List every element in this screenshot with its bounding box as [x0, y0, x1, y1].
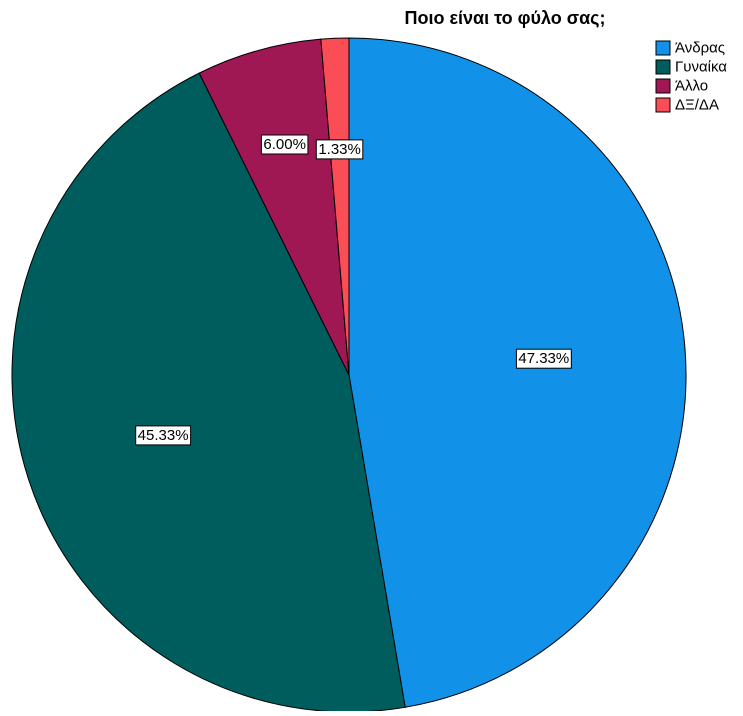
legend-item-2: Γυναίκα — [655, 59, 727, 76]
pie-data-labels: 47.33% 45.33% 6.00% 1.33% — [135, 134, 572, 446]
legend-item-3: Άλλο — [655, 78, 708, 95]
pie-slice-1 — [348, 37, 687, 708]
pie-slice-2 — [11, 72, 406, 713]
pie-slices — [11, 37, 687, 713]
legend-label: Γυναίκα — [675, 59, 727, 76]
pie-slice-3 — [198, 38, 350, 376]
legend-item-4: ΔΞ/ΔΑ — [655, 97, 719, 114]
data-label-text: 47.33% — [518, 350, 569, 367]
data-label-text: 6.00% — [263, 136, 306, 153]
data-label-text: 45.33% — [138, 427, 189, 444]
legend-label: ΔΞ/ΔΑ — [675, 97, 719, 114]
data-label-3: 6.00% — [260, 134, 309, 155]
data-label-box — [315, 139, 364, 160]
data-label-text: 1.33% — [318, 141, 361, 158]
data-label-box — [135, 425, 192, 446]
data-label-2: 45.33% — [135, 425, 192, 446]
pie-slice-4 — [320, 37, 350, 376]
data-label-1: 47.33% — [515, 348, 572, 369]
legend-label: Άνδρας — [675, 40, 725, 57]
chart-title: Ποιο είναι το φύλο σας; — [404, 8, 605, 28]
legend: Άνδρας Γυναίκα Άλλο ΔΞ/ΔΑ — [655, 40, 727, 114]
legend-swatch — [655, 59, 671, 75]
legend-swatch — [655, 78, 671, 94]
legend-item-1: Άνδρας — [655, 40, 725, 57]
legend-swatch — [655, 97, 671, 113]
data-label-box — [260, 134, 309, 155]
legend-label: Άλλο — [675, 78, 708, 95]
legend-swatch — [655, 40, 671, 56]
data-label-4: 1.33% — [315, 139, 364, 160]
data-label-box — [515, 348, 572, 369]
